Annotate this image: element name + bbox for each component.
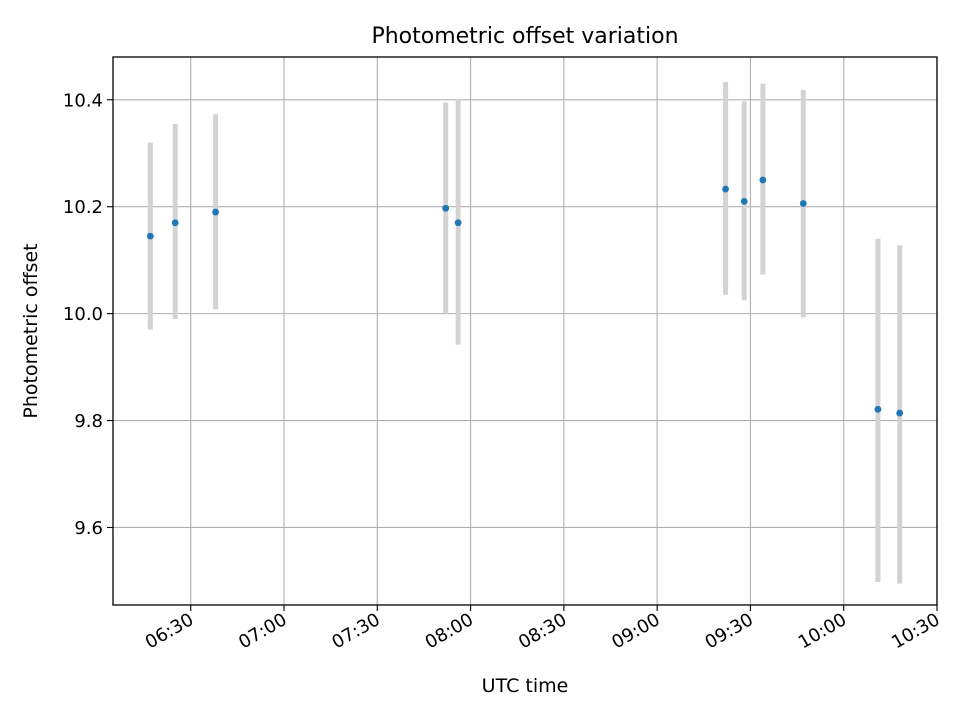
grid [113,57,938,605]
data-point [212,208,220,216]
y-tick-label: 10.0 [63,304,103,325]
chart-title: Photometric offset variation [371,24,678,49]
data-point [759,176,767,184]
data-points [146,176,904,417]
y-tick-label: 10.4 [63,90,103,111]
y-axis-label: Photometric offset [20,243,42,418]
data-point [722,185,729,193]
plot-frame [112,56,938,606]
data-point [454,219,462,227]
y-axis-ticks: 9.6 9.8 10.0 10.2 10.4 [63,90,113,539]
y-tick-label: 10.2 [63,197,103,218]
data-point [896,409,904,417]
data-point [740,197,748,205]
data-point [874,405,882,413]
y-tick-label: 9.8 [74,411,103,432]
data-point [442,204,450,212]
data-point [799,200,807,207]
data-point [171,219,179,227]
data-point [146,232,154,240]
y-tick-label: 9.6 [74,518,103,539]
x-axis-label: UTC time [482,675,569,697]
